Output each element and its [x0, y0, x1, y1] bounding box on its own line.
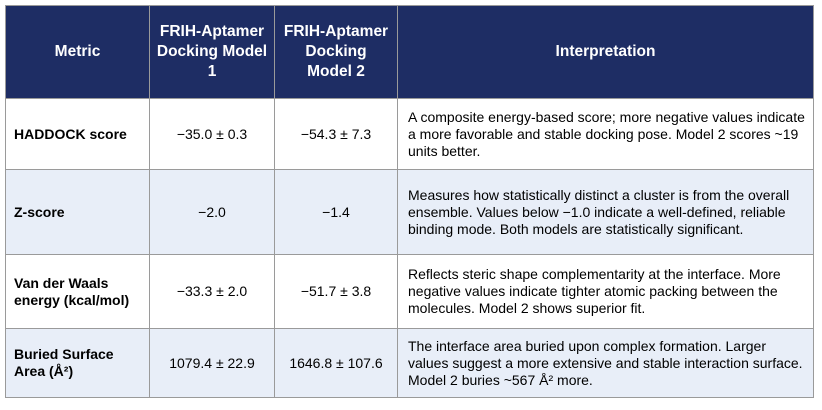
metric-cell: Z-score	[5, 169, 150, 255]
model-1-value: −35.0 ± 0.3	[149, 98, 275, 170]
interpretation-cell: A composite energy-based score; more neg…	[397, 98, 814, 170]
model-1-value: −2.0	[149, 169, 275, 255]
comparison-table-container: Metric FRIH-Aptamer Docking Model 1 FRIH…	[5, 5, 814, 398]
model-2-value: 1646.8 ± 107.6	[274, 328, 398, 398]
interpretation-cell: Reflects steric shape complementarity at…	[397, 254, 814, 329]
metric-cell: HADDOCK score	[5, 98, 150, 170]
model-2-value: −1.4	[274, 169, 398, 255]
header-interpretation: Interpretation	[397, 5, 814, 99]
header-model-2: FRIH-Aptamer Docking Model 2	[274, 5, 398, 99]
docking-comparison-table: Metric FRIH-Aptamer Docking Model 1 FRIH…	[5, 5, 814, 398]
metric-cell: Van der Waals energy (kcal/mol)	[5, 254, 150, 329]
table-row-van-der-waals-energy: Van der Waals energy (kcal/mol) −33.3 ± …	[5, 254, 814, 329]
interpretation-cell: Measures how statistically distinct a cl…	[397, 169, 814, 255]
table-row-z-score: Z-score −2.0 −1.4 Measures how statistic…	[5, 169, 814, 255]
model-2-value: −54.3 ± 7.3	[274, 98, 398, 170]
header-row: Metric FRIH-Aptamer Docking Model 1 FRIH…	[5, 5, 814, 99]
header-metric: Metric	[5, 5, 150, 99]
table-header: Metric FRIH-Aptamer Docking Model 1 FRIH…	[5, 5, 814, 99]
model-1-value: 1079.4 ± 22.9	[149, 328, 275, 398]
header-model-1: FRIH-Aptamer Docking Model 1	[149, 5, 275, 99]
model-2-value: −51.7 ± 3.8	[274, 254, 398, 329]
table-row-haddock-score: HADDOCK score −35.0 ± 0.3 −54.3 ± 7.3 A …	[5, 98, 814, 170]
interpretation-cell: The interface area buried upon complex f…	[397, 328, 814, 398]
metric-cell: Buried Surface Area (Å²)	[5, 328, 150, 398]
model-1-value: −33.3 ± 2.0	[149, 254, 275, 329]
table-row-buried-surface-area: Buried Surface Area (Å²) 1079.4 ± 22.9 1…	[5, 328, 814, 398]
table-body: HADDOCK score −35.0 ± 0.3 −54.3 ± 7.3 A …	[5, 98, 814, 398]
